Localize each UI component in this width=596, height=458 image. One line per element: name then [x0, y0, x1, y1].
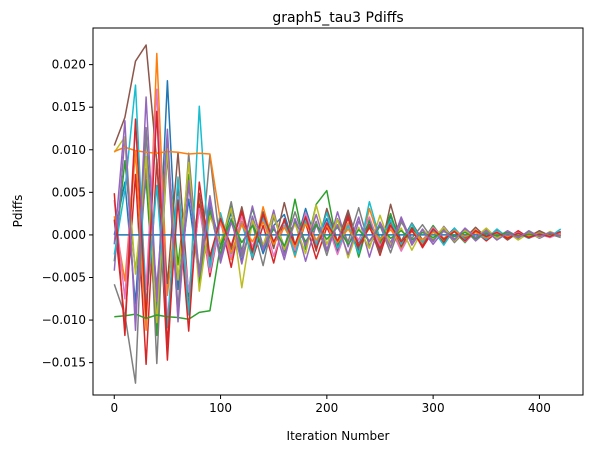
series-layer: [113, 44, 562, 384]
x-axis-label: Iteration Number: [287, 429, 390, 443]
series-line-8: [113, 126, 561, 384]
series-line-13: [114, 218, 561, 320]
y-tick-label: 0.005: [52, 185, 86, 199]
series-line-15: [113, 96, 561, 332]
chart-title: graph5_tau3 Pdiffs: [272, 10, 403, 26]
y-tick-label: −0.010: [42, 313, 86, 327]
y-tick-label: 0.010: [52, 143, 86, 157]
series-line-14: [113, 110, 562, 346]
series-line-12: [114, 146, 561, 254]
series-line-9: [113, 136, 561, 324]
y-axis-label: Pdiffs: [11, 195, 25, 228]
x-tick-label: 0: [110, 401, 118, 415]
x-tick-label: 300: [422, 401, 445, 415]
x-tick-label: 400: [528, 401, 551, 415]
y-tick-label: 0.015: [52, 100, 86, 114]
y-tick-label: 0.020: [52, 58, 86, 72]
x-tick-label: 100: [209, 401, 232, 415]
y-tick-label: −0.015: [42, 356, 86, 370]
plot-frame: [92, 27, 584, 396]
y-tick-label: −0.005: [42, 270, 86, 284]
series-line-10: [113, 84, 562, 329]
x-axis-ticks: 0 100 200 300 400: [110, 395, 551, 415]
y-axis-ticks: −0.015 −0.010 −0.005 0.000 0.005 0.010 0.015 0.…: [42, 58, 93, 370]
y-tick-label: 0.000: [52, 228, 86, 242]
x-tick-label: 200: [315, 401, 338, 415]
